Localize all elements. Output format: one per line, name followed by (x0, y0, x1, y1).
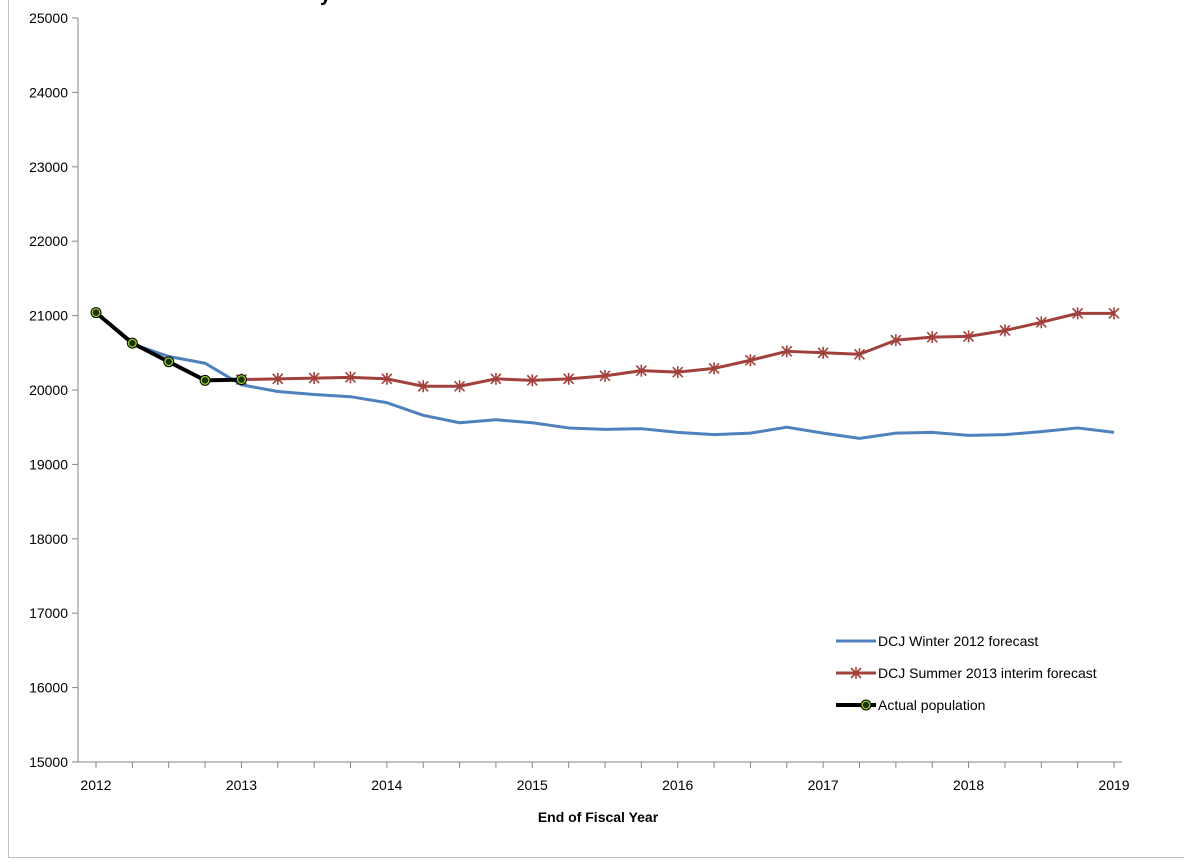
series-1 (95, 311, 1115, 440)
chart-frame (8, 0, 1184, 858)
circle-marker-inner (862, 701, 870, 709)
y-tick-label: 24000 (29, 84, 68, 100)
series-2 (235, 307, 1120, 393)
y-tick-label: 16000 (29, 680, 68, 696)
y-tick-label: 19000 (29, 456, 68, 472)
x-tick-label: 2019 (1098, 777, 1129, 793)
legend-label: DCJ Summer 2013 interim forecast (878, 665, 1097, 681)
series-layer (90, 307, 1120, 440)
series-3 (90, 307, 247, 386)
series-line (95, 311, 1115, 440)
legend-label: DCJ Winter 2012 forecast (878, 633, 1038, 649)
x-tick-label: 2018 (953, 777, 984, 793)
y-tick-label: 20000 (29, 382, 68, 398)
circle-marker-inner (238, 376, 245, 383)
axes: 15000 16000 17000 18000 19000 20000 21000 22000… (29, 10, 1130, 793)
circle-marker-inner (201, 377, 209, 384)
x-tick-label: 2014 (371, 777, 402, 793)
y-tick-label: 17000 (29, 605, 68, 621)
y-tick-label: 25000 (29, 10, 68, 26)
x-tick-label: 2015 (517, 777, 548, 793)
x-tick-label: 2013 (226, 777, 257, 793)
y-tick-label: 23000 (29, 159, 68, 175)
y-tick-label: 22000 (29, 233, 68, 249)
legend-item: DCJ Summer 2013 interim forecast (836, 665, 1097, 681)
x-tick-label: 2016 (662, 777, 693, 793)
chart-title-fragment: y (320, 0, 400, 8)
y-tick-label: 18000 (29, 531, 68, 547)
legend: DCJ Winter 2012 forecast DCJ Summer 2013 … (836, 633, 1097, 713)
y-tick-label: 15000 (29, 754, 68, 770)
circle-marker-inner (92, 309, 100, 316)
x-tick-label: 2017 (808, 777, 839, 793)
legend-item: DCJ Winter 2012 forecast (836, 633, 1038, 649)
legend-item: Actual population (836, 697, 985, 713)
circle-marker-inner (129, 339, 136, 347)
circle-marker-inner (165, 358, 172, 365)
x-axis-title: End of Fiscal Year (538, 809, 659, 825)
legend-label: Actual population (878, 697, 985, 713)
y-tick-label: 21000 (29, 308, 68, 324)
x-tick-label: 2012 (80, 777, 111, 793)
